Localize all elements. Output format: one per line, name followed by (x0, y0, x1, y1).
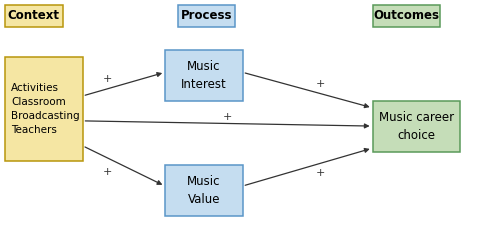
Text: Outcomes: Outcomes (373, 9, 440, 23)
FancyBboxPatch shape (165, 50, 242, 101)
Text: Process: Process (180, 9, 232, 23)
Text: +: + (223, 112, 232, 122)
Text: Music career
choice: Music career choice (378, 111, 454, 142)
Text: +: + (103, 167, 112, 177)
Text: +: + (316, 168, 324, 178)
Text: Activities
Classroom
Broadcasting
Teachers: Activities Classroom Broadcasting Teache… (11, 83, 80, 135)
Text: Music
Interest: Music Interest (181, 60, 226, 91)
FancyBboxPatch shape (5, 57, 82, 161)
Text: Music
Value: Music Value (187, 175, 220, 206)
FancyBboxPatch shape (178, 5, 235, 27)
Text: +: + (316, 79, 324, 89)
FancyBboxPatch shape (165, 165, 242, 216)
Text: Context: Context (8, 9, 60, 23)
FancyBboxPatch shape (372, 5, 440, 27)
FancyBboxPatch shape (5, 5, 62, 27)
Text: +: + (103, 74, 112, 84)
FancyBboxPatch shape (372, 101, 460, 152)
